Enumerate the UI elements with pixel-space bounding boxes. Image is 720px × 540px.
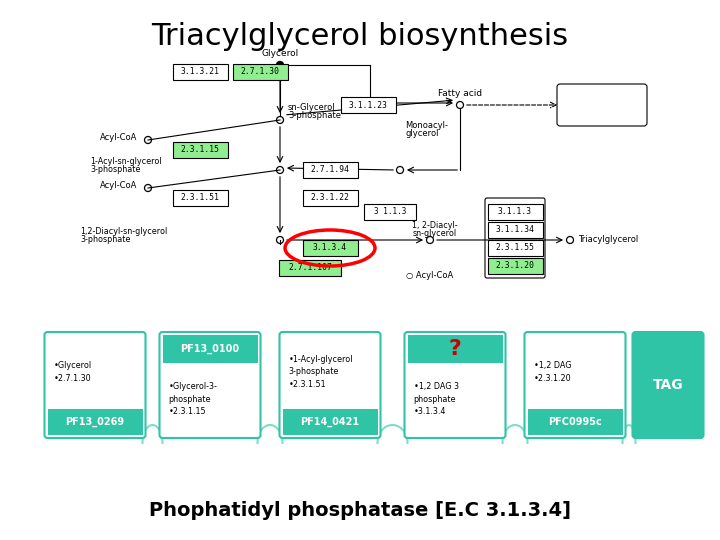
FancyBboxPatch shape <box>48 409 143 435</box>
Text: TAG: TAG <box>653 378 683 392</box>
Text: PFC0995c: PFC0995c <box>548 417 602 427</box>
Text: •1,2 DAG 3
phosphate
•3.1.3.4: •1,2 DAG 3 phosphate •3.1.3.4 <box>413 382 459 416</box>
FancyBboxPatch shape <box>405 332 505 438</box>
FancyBboxPatch shape <box>528 409 623 435</box>
Text: 3-phosphate: 3-phosphate <box>80 235 130 245</box>
Text: glycerol: glycerol <box>405 129 438 138</box>
Text: 3-phosphate: 3-phosphate <box>90 165 140 174</box>
FancyBboxPatch shape <box>408 335 503 363</box>
FancyBboxPatch shape <box>173 142 228 158</box>
Text: Fatty acid: Fatty acid <box>438 89 482 98</box>
Text: •Glycerol-3-
phosphate
•2.3.1.15: •Glycerol-3- phosphate •2.3.1.15 <box>168 382 217 416</box>
FancyBboxPatch shape <box>487 204 542 220</box>
FancyBboxPatch shape <box>524 332 626 438</box>
Text: 3.1.1.3: 3.1.1.3 <box>498 207 532 217</box>
Text: Acyl-CoA: Acyl-CoA <box>100 180 138 190</box>
FancyBboxPatch shape <box>173 190 228 206</box>
Text: Phophatidyl phosphatase [E.C 3.1.3.4]: Phophatidyl phosphatase [E.C 3.1.3.4] <box>149 501 571 520</box>
Text: 2.3.1.51: 2.3.1.51 <box>181 193 220 202</box>
Text: 2.7.1.30: 2.7.1.30 <box>240 68 279 77</box>
FancyBboxPatch shape <box>487 222 542 238</box>
FancyBboxPatch shape <box>173 64 228 80</box>
Text: PF13_0100: PF13_0100 <box>181 344 240 354</box>
FancyBboxPatch shape <box>160 332 261 438</box>
Text: 3 1.1.3: 3 1.1.3 <box>374 207 406 217</box>
Text: Triacylglycerol: Triacylglycerol <box>578 235 638 245</box>
Text: 3.1.1.34: 3.1.1.34 <box>495 226 534 234</box>
FancyBboxPatch shape <box>302 190 358 206</box>
Text: 2.3.1.20: 2.3.1.20 <box>495 261 534 271</box>
Text: •1,2 DAG
•2.3.1.20: •1,2 DAG •2.3.1.20 <box>534 361 571 383</box>
Text: sn-glycerol: sn-glycerol <box>413 230 457 239</box>
Text: 2.3.1.15: 2.3.1.15 <box>181 145 220 154</box>
Text: Triacylglycerol biosynthesis: Triacylglycerol biosynthesis <box>151 22 569 51</box>
Text: •1-Acyl-glycerol
3-phosphate
•2.3.1.51: •1-Acyl-glycerol 3-phosphate •2.3.1.51 <box>289 355 353 389</box>
Text: PF14_0421: PF14_0421 <box>300 417 359 427</box>
Text: 3.1.3.21: 3.1.3.21 <box>181 68 220 77</box>
Text: PF13_0269: PF13_0269 <box>66 417 125 427</box>
FancyBboxPatch shape <box>487 240 542 256</box>
FancyBboxPatch shape <box>302 162 358 178</box>
Text: 1, 2-Diacyl-: 1, 2-Diacyl- <box>412 221 458 231</box>
Text: 1,2-Diacyl-sn-glycerol: 1,2-Diacyl-sn-glycerol <box>80 227 167 237</box>
FancyBboxPatch shape <box>364 204 416 220</box>
FancyBboxPatch shape <box>557 84 647 126</box>
Text: ?: ? <box>449 339 462 359</box>
FancyBboxPatch shape <box>279 332 380 438</box>
Text: •Glycerol
•2.7.1.30: •Glycerol •2.7.1.30 <box>53 361 91 383</box>
Circle shape <box>276 62 284 69</box>
FancyBboxPatch shape <box>279 260 341 276</box>
FancyBboxPatch shape <box>341 97 395 113</box>
FancyBboxPatch shape <box>487 258 542 274</box>
Text: Fatty acid
metabolism: Fatty acid metabolism <box>578 95 626 114</box>
Text: Monoacyl-: Monoacyl- <box>405 120 448 130</box>
Text: 2.7.1.94: 2.7.1.94 <box>310 165 349 174</box>
FancyBboxPatch shape <box>282 409 377 435</box>
Text: Glycerol: Glycerol <box>261 49 299 57</box>
FancyBboxPatch shape <box>45 332 145 438</box>
Text: 3.1.1.23: 3.1.1.23 <box>348 100 387 110</box>
Text: 2.7.1.107: 2.7.1.107 <box>288 264 332 273</box>
Text: 3-phosphate: 3-phosphate <box>288 111 341 120</box>
FancyBboxPatch shape <box>233 64 287 80</box>
Text: sn-Glycerol: sn-Glycerol <box>288 104 336 112</box>
Text: 2.3.1.22: 2.3.1.22 <box>310 193 349 202</box>
Text: Acyl-CoA: Acyl-CoA <box>100 132 138 141</box>
Text: ○ Acyl-CoA: ○ Acyl-CoA <box>406 271 454 280</box>
FancyBboxPatch shape <box>163 335 258 363</box>
Text: 2.3.1.55: 2.3.1.55 <box>495 244 534 253</box>
Text: 1-Acyl-sn-glycerol: 1-Acyl-sn-glycerol <box>90 158 161 166</box>
FancyBboxPatch shape <box>632 332 703 438</box>
FancyBboxPatch shape <box>302 240 358 256</box>
Text: 3.1.3.4: 3.1.3.4 <box>313 244 347 253</box>
